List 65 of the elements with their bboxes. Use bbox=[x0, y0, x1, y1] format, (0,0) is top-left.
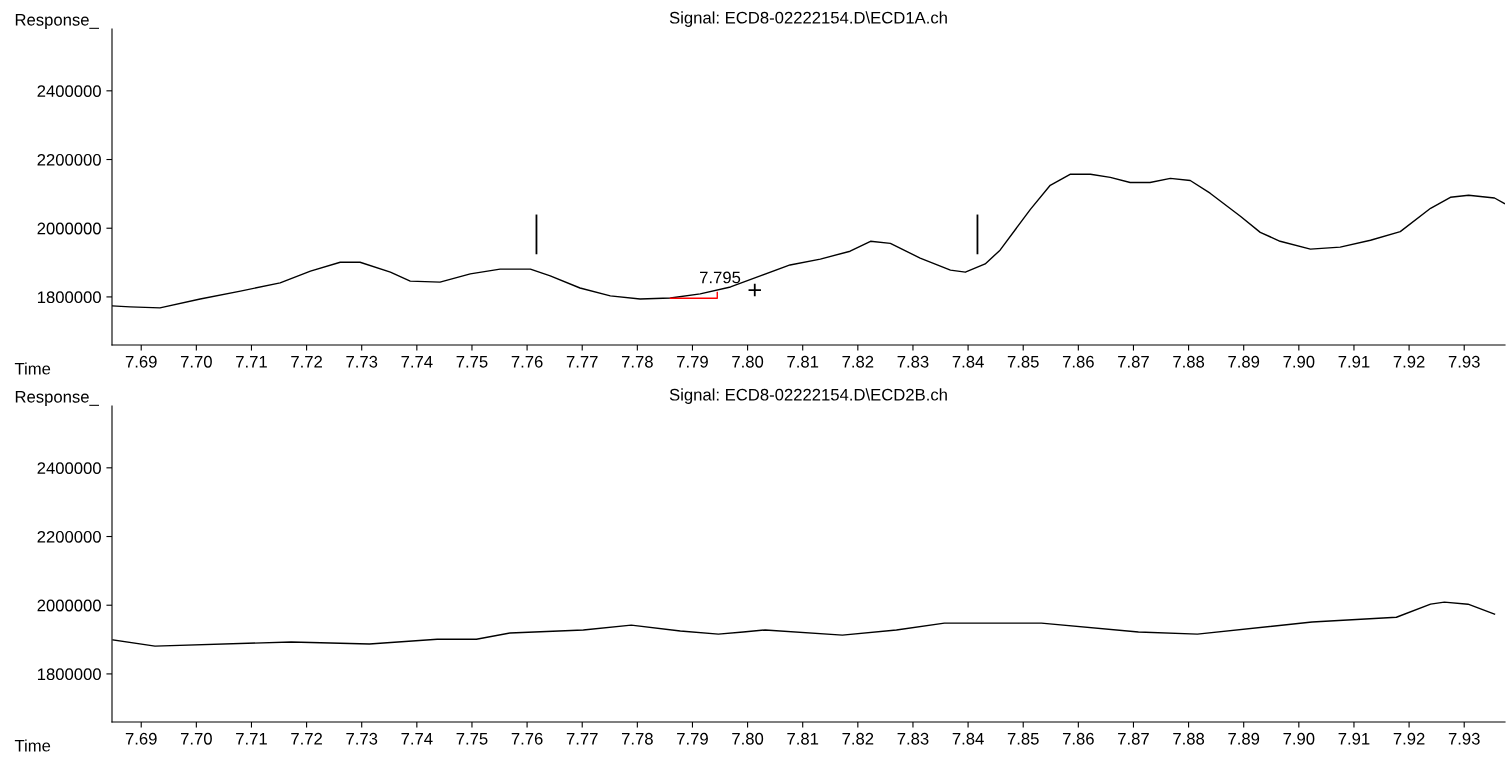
x-tick-label: 7.93 bbox=[1448, 355, 1480, 368]
x-tick-label: 7.74 bbox=[401, 356, 433, 368]
y-tick-label: 2200000 bbox=[37, 530, 101, 543]
x-tick-label: 7.88 bbox=[1173, 355, 1205, 368]
x-axis-title: Time bbox=[14, 362, 51, 375]
x-tick-label: 7.72 bbox=[291, 355, 322, 368]
x-tick-label: 7.71 bbox=[236, 356, 267, 368]
x-tick-label: 7.91 bbox=[1338, 355, 1370, 368]
y-tick-label: 1800000 bbox=[37, 291, 101, 304]
x-tick-label: 7.83 bbox=[897, 732, 929, 745]
x-tick-label: 7.70 bbox=[180, 732, 212, 745]
x-tick-label: 7.81 bbox=[787, 732, 819, 745]
x-tick-label: 7.86 bbox=[1062, 732, 1094, 745]
y-tick-label: 2400000 bbox=[37, 85, 101, 98]
x-tick-label: 7.83 bbox=[897, 355, 929, 368]
x-tick-label: 7.71 bbox=[236, 733, 267, 745]
x-tick-label: 7.87 bbox=[1118, 355, 1149, 368]
x-tick-label: 7.89 bbox=[1228, 355, 1260, 368]
x-tick-label: 7.69 bbox=[125, 732, 157, 745]
x-tick-label: 7.84 bbox=[952, 732, 984, 745]
x-tick-label: 7.90 bbox=[1283, 355, 1315, 368]
x-tick-label: 7.84 bbox=[952, 355, 984, 368]
x-tick-label: 7.78 bbox=[621, 355, 653, 368]
x-tick-label: 7.85 bbox=[1007, 732, 1039, 745]
x-tick-label: 7.75 bbox=[456, 733, 488, 745]
x-tick-label: 7.91 bbox=[1338, 732, 1370, 745]
x-axis-title: Time bbox=[14, 739, 51, 752]
x-tick-label: 7.88 bbox=[1173, 732, 1205, 745]
x-tick-label: 7.76 bbox=[511, 732, 543, 745]
x-tick-label: 7.73 bbox=[346, 732, 378, 745]
y-tick-label: 2200000 bbox=[37, 153, 101, 166]
x-tick-label: 7.93 bbox=[1448, 732, 1480, 745]
y-tick-label: 2000000 bbox=[37, 599, 101, 612]
x-tick-label: 7.73 bbox=[346, 355, 378, 368]
x-tick-label: 7.77 bbox=[566, 356, 598, 368]
x-tick-label: 7.76 bbox=[511, 355, 543, 368]
x-tick-label: 7.78 bbox=[621, 732, 653, 745]
x-tick-label: 7.79 bbox=[677, 732, 708, 745]
x-tick-label: 7.82 bbox=[842, 355, 874, 368]
x-tick-label: 7.85 bbox=[1007, 355, 1039, 368]
chart-title: Signal: ECD8-02222154.D\ECD1A.ch bbox=[669, 11, 947, 27]
y-axis-title: Response_ bbox=[15, 391, 99, 406]
y-axis-title: Response_ bbox=[15, 14, 99, 29]
x-tick-label: 7.69 bbox=[125, 355, 157, 368]
x-tick-label: 7.90 bbox=[1283, 732, 1315, 745]
y-tick-label: 2000000 bbox=[37, 222, 101, 235]
x-tick-label: 7.75 bbox=[456, 356, 488, 368]
y-tick-label: 1800000 bbox=[37, 668, 101, 681]
x-tick-label: 7.74 bbox=[401, 733, 433, 745]
x-tick-label: 7.86 bbox=[1062, 355, 1094, 368]
x-tick-label: 7.92 bbox=[1393, 355, 1425, 368]
x-tick-label: 7.77 bbox=[566, 733, 598, 745]
chart-title: Signal: ECD8-02222154.D\ECD2B.ch bbox=[669, 388, 947, 404]
x-tick-label: 7.80 bbox=[732, 355, 764, 368]
x-tick-label: 7.87 bbox=[1118, 732, 1149, 745]
x-tick-label: 7.89 bbox=[1228, 732, 1260, 745]
x-tick-label: 7.81 bbox=[787, 355, 819, 368]
annotation: 7.795 bbox=[700, 271, 741, 284]
x-tick-label: 7.79 bbox=[677, 355, 708, 368]
x-tick-label: 7.72 bbox=[291, 732, 322, 745]
x-tick-label: 7.80 bbox=[732, 732, 764, 745]
x-tick-label: 7.82 bbox=[842, 732, 874, 745]
y-tick-label: 2400000 bbox=[37, 462, 101, 475]
x-tick-label: 7.92 bbox=[1393, 732, 1425, 745]
x-tick-label: 7.70 bbox=[180, 355, 212, 368]
